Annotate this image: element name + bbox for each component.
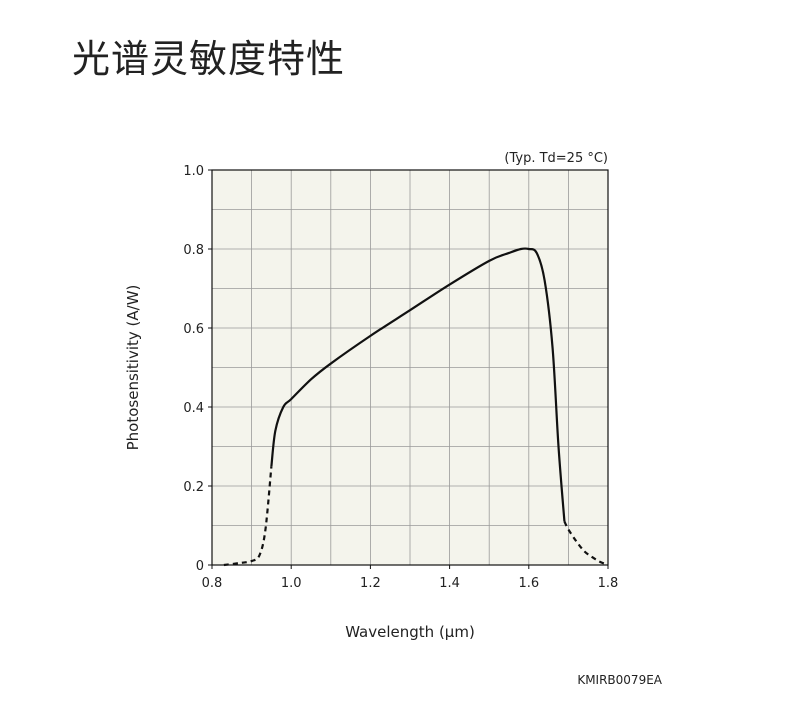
y-tick-label: 1.0: [183, 164, 204, 179]
y-tick-label: 0.4: [183, 401, 204, 416]
x-tick-label: 1.8: [598, 576, 619, 591]
y-tick-label: 0.2: [183, 480, 204, 495]
x-tick-label: 0.8: [202, 576, 223, 591]
x-tick-label: 1.6: [518, 576, 539, 591]
x-tick-label: 1.4: [439, 576, 460, 591]
grid-lines: [212, 170, 608, 565]
y-tick-label: 0.6: [183, 322, 204, 337]
series-dashed-2: [563, 521, 609, 567]
x-axis-ticks: 0.8 1.0 1.2 1.4 1.6 1.8: [202, 565, 619, 591]
condition-note: (Typ. Td=25 °C): [504, 151, 608, 166]
y-axis-label: Photosensitivity (A/W): [124, 285, 142, 451]
y-tick-label: 0.8: [183, 243, 204, 258]
x-tick-label: 1.2: [360, 576, 381, 591]
x-axis-label: Wavelength (µm): [345, 623, 475, 641]
y-tick-label: 0: [196, 559, 204, 574]
y-axis-ticks: 0 0.2 0.4 0.6 0.8 1.0: [183, 164, 212, 574]
document-code: KMIRB0079EA: [577, 673, 662, 687]
plot-frame: [211, 169, 609, 566]
x-tick-label: 1.0: [281, 576, 302, 591]
series-layer: [223, 247, 609, 567]
series-solid-1: [270, 247, 566, 522]
page-title: 光谱灵敏度特性: [72, 37, 346, 81]
